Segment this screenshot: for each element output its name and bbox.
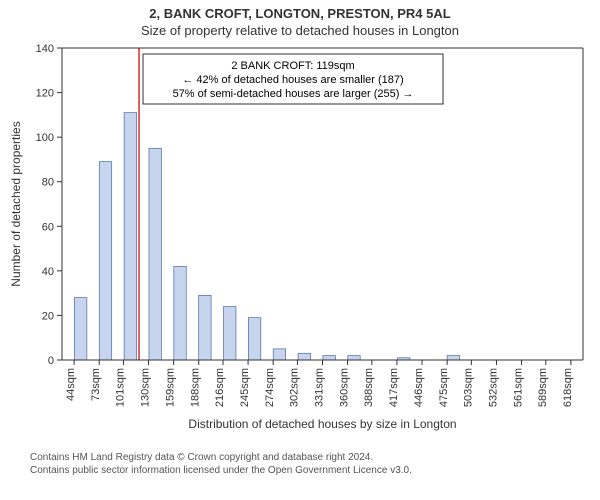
y-tick-label: 140 — [36, 43, 54, 55]
histogram-bar — [99, 162, 111, 360]
y-tick-label: 40 — [42, 266, 54, 278]
x-tick-label: 618sqm — [562, 368, 574, 407]
histogram-bar — [74, 298, 86, 360]
x-tick-label: 360sqm — [339, 368, 351, 407]
x-axis-title: Distribution of detached houses by size … — [188, 417, 456, 431]
chart-title-main: 2, BANK CROFT, LONGTON, PRESTON, PR4 5AL — [0, 6, 600, 21]
x-tick-label: 475sqm — [438, 368, 450, 407]
y-tick-label: 100 — [36, 132, 54, 144]
callout-line: 2 BANK CROFT: 119sqm — [231, 60, 354, 72]
footer-line-1: Contains HM Land Registry data © Crown c… — [30, 452, 600, 465]
histogram-bar — [323, 356, 335, 360]
histogram-bar — [348, 356, 360, 360]
x-tick-label: 532sqm — [487, 368, 499, 407]
histogram-bar — [199, 295, 211, 360]
footer-line-2: Contains public sector information licen… — [30, 465, 600, 478]
x-tick-label: 331sqm — [314, 368, 326, 407]
x-tick-label: 446sqm — [413, 368, 425, 407]
y-axis-title: Number of detached properties — [9, 121, 23, 286]
x-tick-label: 503sqm — [462, 368, 474, 407]
histogram-chart: 0 20 40 60 80 100 120 140 44sqm 73sqm 101sqm 130sqm… — [0, 38, 600, 448]
callout-line: ← 42% of detached houses are smaller (18… — [182, 74, 403, 86]
x-tick-label: 274sqm — [264, 368, 276, 407]
y-tick-label: 20 — [42, 310, 54, 322]
chart-container: 0 20 40 60 80 100 120 140 44sqm 73sqm 101sqm 130sqm… — [0, 38, 600, 448]
x-tick-label: 216sqm — [214, 368, 226, 407]
x-tick-label: 159sqm — [165, 368, 177, 407]
x-tick-label: 101sqm — [114, 368, 126, 407]
histogram-bar — [447, 356, 459, 360]
footer-attribution: Contains HM Land Registry data © Crown c… — [0, 452, 600, 477]
x-tick-label: 388sqm — [363, 368, 375, 407]
y-tick-label: 80 — [42, 177, 54, 189]
y-tick-label: 0 — [48, 355, 54, 367]
x-tick-label: 188sqm — [190, 368, 202, 407]
x-tick-label: 130sqm — [140, 368, 152, 407]
chart-title-sub: Size of property relative to detached ho… — [0, 23, 600, 38]
histogram-bar — [298, 353, 310, 360]
x-tick-label: 417sqm — [388, 368, 400, 407]
x-tick-label: 44sqm — [65, 368, 77, 401]
x-tick-label: 561sqm — [513, 368, 525, 407]
histogram-bar — [124, 113, 136, 360]
x-tick-label: 245sqm — [239, 368, 251, 407]
callout-line: 57% of semi-detached houses are larger (… — [173, 88, 414, 100]
x-tick-label: 73sqm — [90, 368, 102, 401]
histogram-bar — [174, 266, 186, 360]
y-tick-label: 120 — [36, 88, 54, 100]
histogram-bar — [248, 318, 260, 360]
histogram-bar — [273, 349, 285, 360]
x-tick-label: 302sqm — [288, 368, 300, 407]
x-tick-label: 589sqm — [537, 368, 549, 407]
histogram-bar — [149, 148, 161, 360]
y-tick-label: 60 — [42, 221, 54, 233]
histogram-bar — [224, 307, 236, 360]
